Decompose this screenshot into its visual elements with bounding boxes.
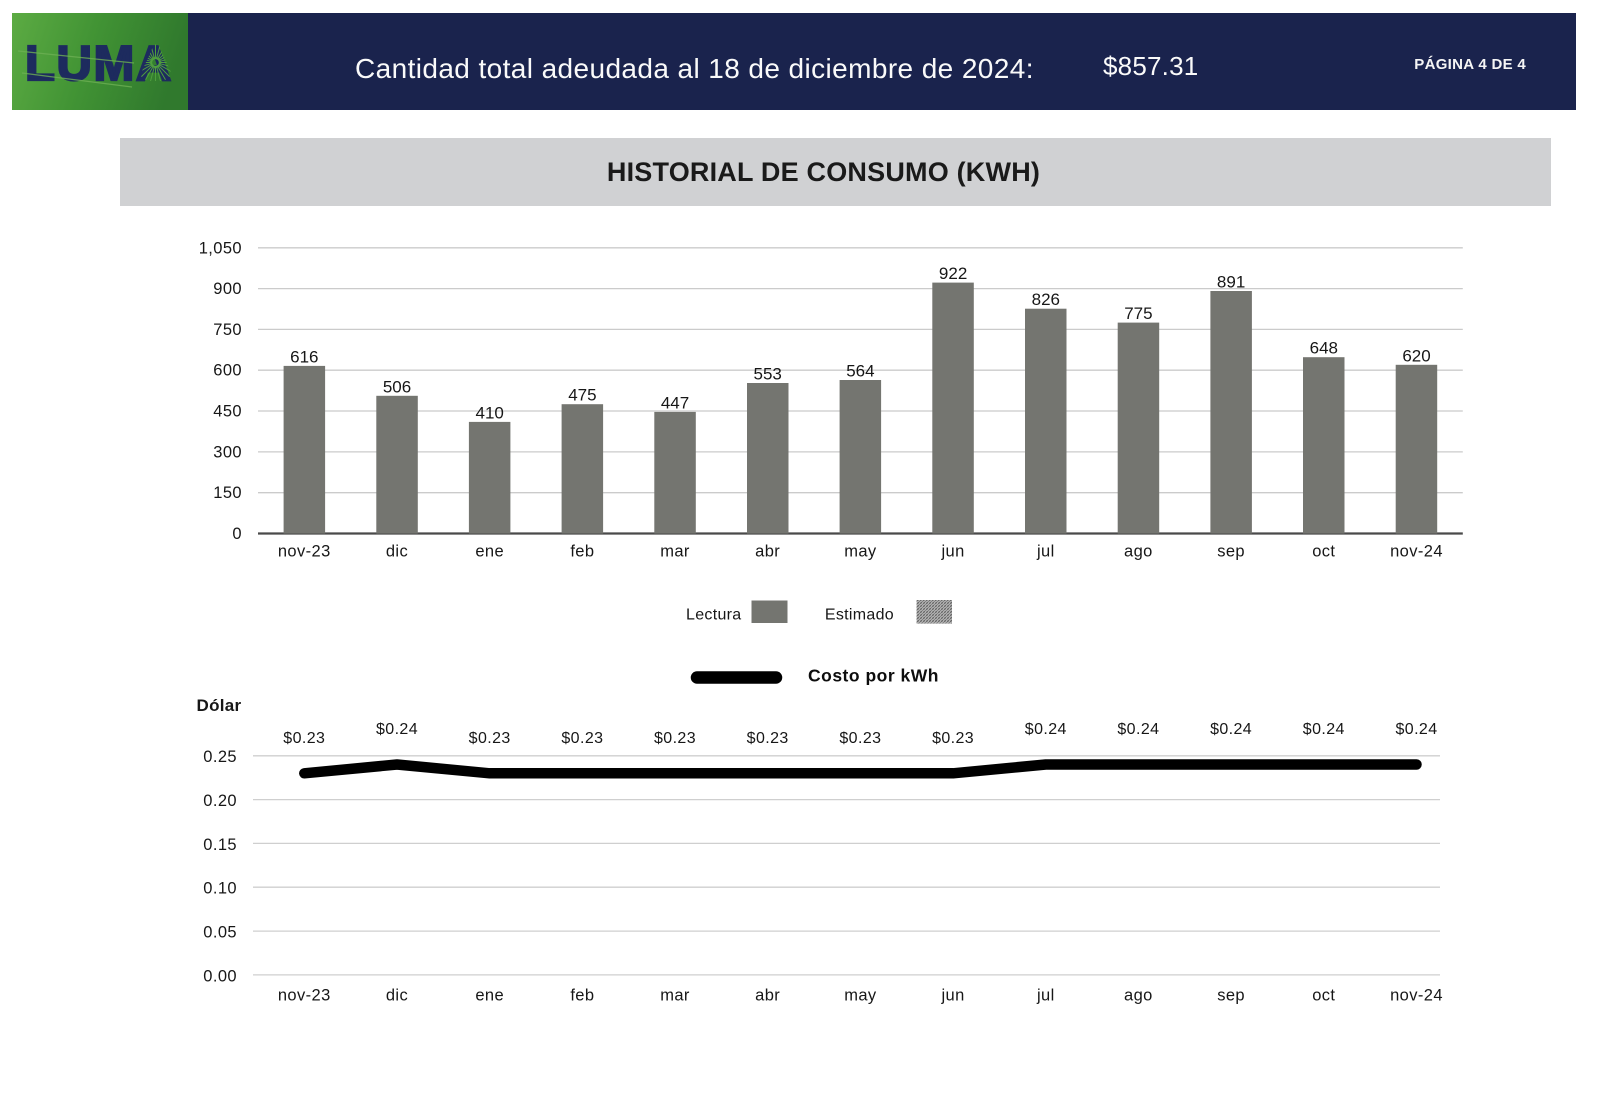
svg-text:600: 600 xyxy=(213,362,242,380)
svg-text:826: 826 xyxy=(1032,290,1060,309)
svg-text:ago: ago xyxy=(1124,987,1153,1005)
svg-text:775: 775 xyxy=(1124,304,1152,323)
svg-text:750: 750 xyxy=(213,321,242,339)
svg-text:0.20: 0.20 xyxy=(203,792,237,810)
svg-text:150: 150 xyxy=(213,484,242,502)
svg-text:jun: jun xyxy=(940,543,964,561)
svg-text:0.00: 0.00 xyxy=(203,967,237,985)
svg-text:nov-24: nov-24 xyxy=(1390,987,1443,1005)
svg-text:$0.23: $0.23 xyxy=(469,730,511,747)
svg-text:ago: ago xyxy=(1124,543,1153,561)
svg-text:jun: jun xyxy=(940,987,964,1005)
svg-text:0.15: 0.15 xyxy=(203,836,237,854)
svg-text:may: may xyxy=(844,987,877,1005)
svg-text:0.05: 0.05 xyxy=(203,924,237,942)
svg-text:553: 553 xyxy=(754,365,782,384)
svg-text:ene: ene xyxy=(475,987,504,1005)
svg-text:$0.24: $0.24 xyxy=(1395,721,1437,738)
svg-text:oct: oct xyxy=(1312,543,1335,561)
svg-text:may: may xyxy=(844,543,877,561)
svg-text:LUMA: LUMA xyxy=(25,37,173,91)
svg-text:feb: feb xyxy=(570,987,594,1005)
svg-text:$0.24: $0.24 xyxy=(1025,721,1067,738)
svg-text:$0.23: $0.23 xyxy=(932,730,974,747)
svg-text:sep: sep xyxy=(1217,543,1245,561)
svg-text:jul: jul xyxy=(1036,543,1055,561)
svg-text:$0.23: $0.23 xyxy=(283,730,325,747)
svg-text:0.10: 0.10 xyxy=(203,880,237,898)
svg-text:891: 891 xyxy=(1217,273,1245,292)
svg-text:abr: abr xyxy=(755,543,780,561)
svg-text:620: 620 xyxy=(1402,346,1430,365)
svg-text:$0.23: $0.23 xyxy=(561,730,603,747)
svg-text:Lectura: Lectura xyxy=(686,607,741,624)
svg-text:447: 447 xyxy=(661,393,689,412)
svg-text:dic: dic xyxy=(386,543,408,561)
svg-text:300: 300 xyxy=(213,443,242,461)
svg-text:mar: mar xyxy=(660,543,690,561)
svg-text:0.25: 0.25 xyxy=(203,748,237,766)
svg-text:$0.24: $0.24 xyxy=(1117,721,1159,738)
svg-text:$0.23: $0.23 xyxy=(839,730,881,747)
svg-text:nov-24: nov-24 xyxy=(1390,543,1443,561)
svg-text:nov-23: nov-23 xyxy=(278,543,331,561)
svg-text:oct: oct xyxy=(1312,987,1335,1005)
svg-text:616: 616 xyxy=(290,347,318,366)
svg-text:648: 648 xyxy=(1310,339,1338,358)
svg-text:Costo por kWh: Costo por kWh xyxy=(808,666,939,686)
svg-text:dic: dic xyxy=(386,987,408,1005)
svg-text:mar: mar xyxy=(660,987,690,1005)
svg-text:ene: ene xyxy=(475,543,504,561)
svg-text:nov-23: nov-23 xyxy=(278,987,331,1005)
svg-text:$0.24: $0.24 xyxy=(376,721,418,738)
svg-text:sep: sep xyxy=(1217,987,1245,1005)
svg-text:$0.24: $0.24 xyxy=(1210,721,1252,738)
svg-text:475: 475 xyxy=(568,386,596,405)
svg-text:450: 450 xyxy=(213,403,242,421)
svg-text:$0.24: $0.24 xyxy=(1303,721,1345,738)
svg-text:Dólar: Dólar xyxy=(197,696,242,715)
svg-text:$0.23: $0.23 xyxy=(654,730,696,747)
svg-text:410: 410 xyxy=(476,403,504,422)
svg-text:1,050: 1,050 xyxy=(199,239,242,257)
svg-text:abr: abr xyxy=(755,987,780,1005)
svg-text:jul: jul xyxy=(1036,987,1055,1005)
svg-text:900: 900 xyxy=(213,280,242,298)
svg-text:$0.23: $0.23 xyxy=(747,730,789,747)
svg-text:0: 0 xyxy=(232,525,242,543)
svg-text:506: 506 xyxy=(383,377,411,396)
svg-text:564: 564 xyxy=(846,362,874,381)
svg-text:922: 922 xyxy=(939,264,967,283)
svg-text:Estimado: Estimado xyxy=(825,607,894,624)
svg-text:feb: feb xyxy=(570,543,594,561)
